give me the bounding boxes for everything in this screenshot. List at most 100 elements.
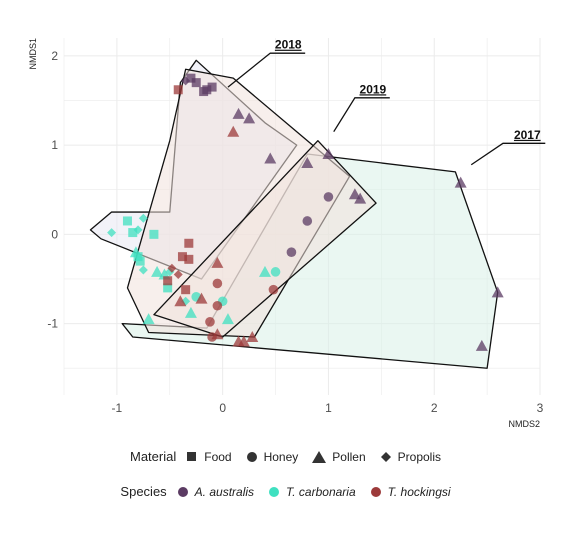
circle-icon	[177, 486, 188, 497]
annotation-2019: 2019	[360, 82, 387, 96]
material-legend: Material Food Honey Pollen Propolis	[0, 449, 585, 464]
legend-item-t-carbonaria: T. carbonaria	[268, 485, 356, 499]
x-tick-label: 1	[325, 401, 332, 415]
point-food	[122, 216, 132, 226]
annotation-2018: 2018	[275, 38, 302, 52]
legend-label-t-carbonaria: T. carbonaria	[286, 484, 356, 499]
point-pollen	[211, 256, 224, 268]
circle-icon	[246, 451, 257, 462]
species-legend-title: Species	[120, 484, 167, 499]
point-food	[149, 229, 159, 239]
point-food	[173, 85, 183, 95]
square-icon	[187, 451, 197, 461]
point-pollen	[142, 313, 155, 325]
point-food	[163, 283, 173, 293]
point-pollen	[454, 176, 467, 188]
legend-item-a-australis: A. australis	[177, 485, 254, 499]
point-pollen	[211, 328, 224, 340]
point-food	[199, 87, 209, 97]
point-pollen	[184, 306, 197, 318]
point-honey	[212, 300, 223, 311]
point-food	[207, 82, 217, 92]
annotations: 2018 2019 2017	[227, 38, 546, 166]
species-legend: Species A. australis T. carbonaria T. ho…	[0, 484, 585, 499]
legend-label-pollen: Pollen	[332, 449, 366, 464]
point-honey	[205, 317, 215, 327]
diamond-icon	[380, 451, 391, 462]
legend-item-pollen: Pollen	[312, 449, 366, 464]
point-honey	[270, 267, 281, 277]
y-tick-label: -1	[47, 317, 58, 331]
axes: -1 0 1 2 3 -1 0 1 2 NMDS2 NMDS1	[28, 38, 544, 429]
leader-line-2019	[333, 97, 390, 133]
y-tick-label: 0	[51, 227, 58, 241]
y-tick-label: 2	[51, 49, 58, 63]
point-food	[128, 228, 138, 238]
point-pollen	[322, 148, 335, 160]
point-food	[184, 254, 194, 264]
point-propolis	[138, 265, 148, 275]
point-honey	[323, 192, 334, 202]
point-propolis	[173, 270, 183, 280]
legend-item-t-hockingsi: T. hockingsi	[370, 485, 451, 499]
point-food	[191, 78, 201, 88]
point-pollen	[221, 313, 234, 325]
point-food	[163, 276, 173, 286]
legend-label-propolis: Propolis	[397, 449, 441, 464]
point-pollen	[174, 295, 187, 307]
point-propolis	[107, 228, 117, 238]
triangle-icon	[312, 450, 327, 463]
point-food	[184, 238, 194, 248]
x-tick-label: 3	[537, 401, 544, 415]
point-honey	[286, 247, 297, 257]
x-tick-label: 0	[219, 401, 226, 415]
legend-item-honey: Honey	[246, 449, 299, 464]
point-pollen	[348, 188, 361, 200]
x-tick-label: -1	[112, 401, 123, 415]
legend-label-a-australis: A. australis	[194, 484, 255, 499]
point-pollen	[232, 107, 245, 119]
hull-2019	[126, 68, 351, 338]
legend-label-honey: Honey	[263, 449, 299, 464]
material-legend-title: Material	[129, 449, 177, 464]
point-food	[186, 73, 196, 83]
point-propolis	[167, 263, 177, 273]
point-pollen	[237, 335, 250, 347]
point-pollen	[301, 156, 314, 168]
point-pollen	[354, 192, 367, 204]
leader-line-2017	[470, 142, 546, 166]
annotation-2017: 2017	[514, 128, 541, 142]
x-tick-label: 2	[431, 401, 438, 415]
y-axis-label: NMDS1	[28, 38, 38, 70]
point-pollen	[491, 286, 504, 298]
point-pollen	[264, 152, 277, 164]
circle-icon	[269, 486, 280, 497]
point-pollen	[258, 265, 271, 277]
legend-item-food: Food	[186, 449, 232, 464]
point-pollen	[243, 112, 256, 124]
point-honey	[212, 278, 223, 289]
point-food	[181, 285, 191, 295]
point-food	[177, 252, 187, 262]
point-honey	[268, 284, 279, 295]
circle-icon	[370, 486, 381, 497]
point-food	[135, 256, 145, 266]
point-pollen	[227, 125, 240, 137]
y-tick-label: 1	[51, 138, 58, 152]
point-pollen	[129, 246, 142, 258]
legend-item-propolis: Propolis	[380, 450, 441, 464]
point-pollen	[151, 265, 164, 277]
point-pollen	[475, 339, 488, 351]
leader-line-2018	[227, 52, 306, 88]
hull-honey2019	[153, 139, 377, 338]
point-pollen	[246, 330, 259, 342]
legend-label-t-hockingsi: T. hockingsi	[387, 484, 451, 499]
point-propolis	[138, 213, 148, 223]
hulls	[89, 59, 499, 369]
legend-label-food: Food	[204, 449, 232, 464]
point-honey	[302, 216, 313, 226]
point-pollen	[195, 292, 208, 304]
data-points	[107, 73, 504, 351]
x-axis-label: NMDS2	[508, 419, 540, 429]
